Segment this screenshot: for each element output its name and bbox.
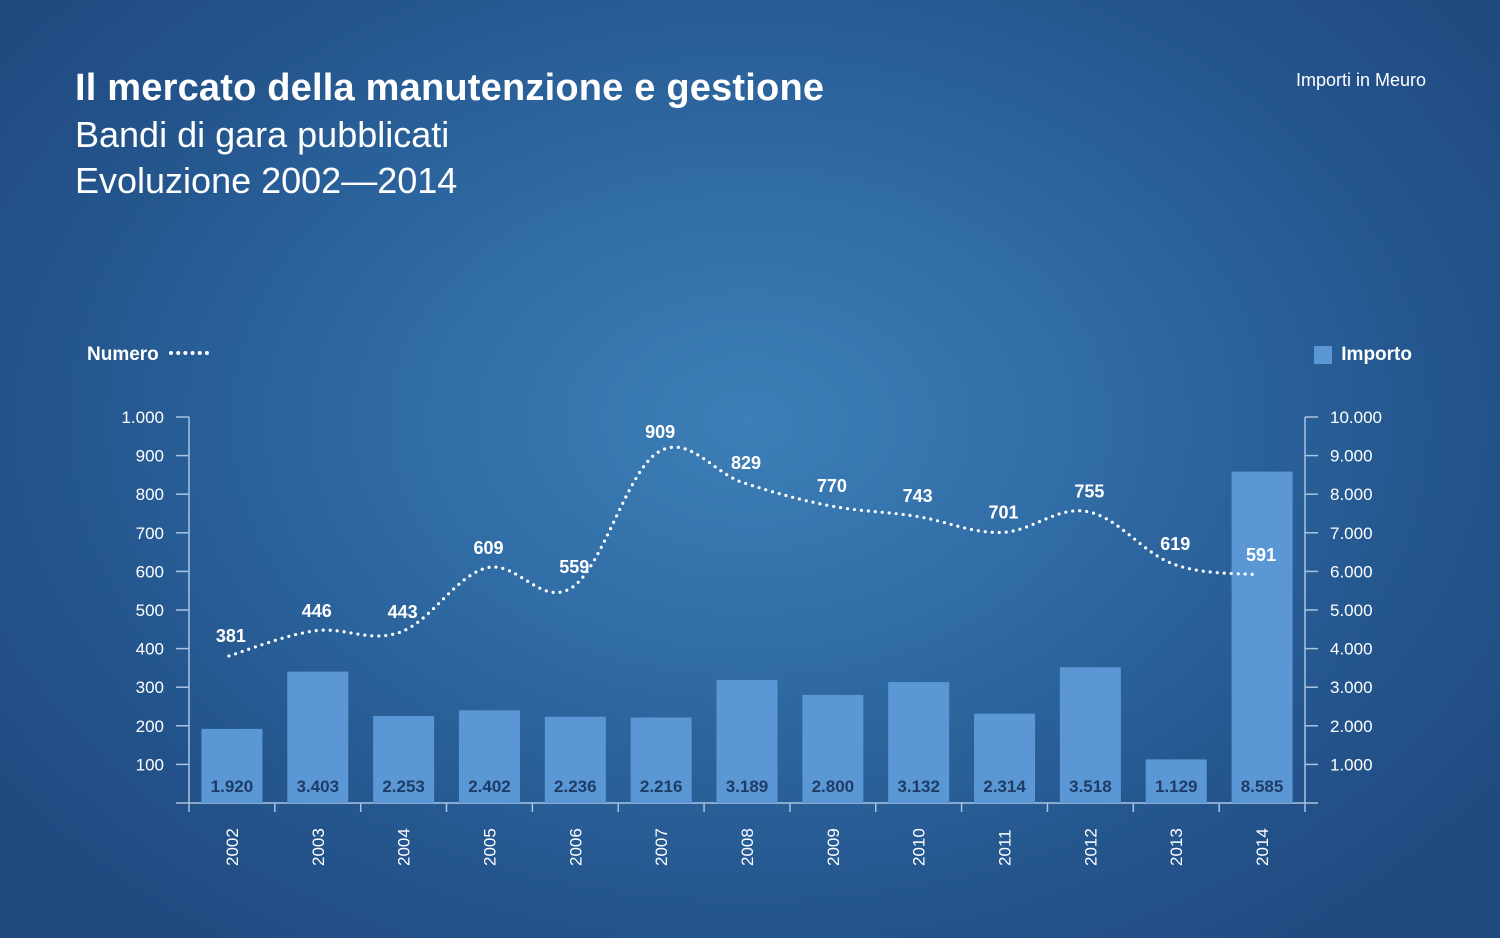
legend-numero: Numero <box>87 344 209 366</box>
y-right-tick-label: 8.000 <box>1330 485 1373 504</box>
line-value-label: 829 <box>731 453 761 473</box>
bar-value-label: 3.132 <box>897 777 940 796</box>
y-left-tick-label: 600 <box>136 562 164 581</box>
bar <box>716 679 778 803</box>
line-value-label: 909 <box>645 422 675 442</box>
bar-value-label: 2.216 <box>640 777 683 796</box>
y-right-tick-label: 10.000 <box>1330 408 1382 427</box>
chart-title: Il mercato della manutenzione e gestione <box>75 67 825 109</box>
line-value-label: 381 <box>216 626 246 646</box>
line-value-label: 701 <box>989 502 1019 522</box>
x-tick-label: 2009 <box>824 828 843 866</box>
line-value-label: 743 <box>903 486 933 506</box>
bar <box>630 717 692 803</box>
bar-swatch-icon <box>1314 346 1333 364</box>
bar <box>888 682 950 803</box>
y-left-tick-label: 900 <box>136 447 164 466</box>
line-value-label: 619 <box>1160 534 1190 554</box>
units-label: Importi in Meuro <box>1295 70 1426 90</box>
bar <box>201 728 263 803</box>
bar-value-label: 2.236 <box>554 777 597 796</box>
legend-numero-label: Numero <box>87 344 159 365</box>
y-left-tick-label: 700 <box>136 524 164 543</box>
y-right-tick-label: 5.000 <box>1330 601 1373 620</box>
y-left-tick-label: 1.000 <box>121 408 164 427</box>
y-right-tick-label: 2.000 <box>1330 717 1373 736</box>
bar <box>802 694 864 803</box>
chart-subtitle-line1: Bandi di gara pubblicati <box>75 114 450 155</box>
line-value-label: 755 <box>1074 482 1104 502</box>
x-tick-label: 2006 <box>566 828 585 866</box>
bar-value-label: 8.585 <box>1241 777 1284 796</box>
y-left-tick-label: 800 <box>136 485 164 504</box>
dotted-line-icon <box>168 351 209 359</box>
numero-line <box>227 445 1261 658</box>
y-left-tick-label: 100 <box>136 755 164 774</box>
y-left-tick-label: 200 <box>136 717 164 736</box>
legend-importo: Importo <box>1314 344 1412 366</box>
bar-value-label: 2.253 <box>382 777 425 796</box>
y-left-tick-label: 500 <box>136 601 164 620</box>
x-tick-label: 2011 <box>996 829 1015 866</box>
bar <box>1231 471 1293 803</box>
bar <box>544 716 606 803</box>
x-tick-label: 2012 <box>1081 828 1100 866</box>
x-tick-label: 2010 <box>910 828 929 866</box>
y-right-tick-label: 4.000 <box>1330 640 1373 659</box>
x-tick-label: 2004 <box>395 828 414 866</box>
bar-value-label: 3.189 <box>726 777 769 796</box>
bar-value-label: 2.800 <box>812 777 855 796</box>
title-block: Il mercato della manutenzione e gestione… <box>75 64 824 204</box>
x-tick-label: 2013 <box>1167 828 1186 866</box>
y-left-tick-label: 400 <box>136 640 164 659</box>
x-tick-label: 2003 <box>309 828 328 866</box>
line-value-label: 770 <box>817 476 847 496</box>
bar-value-label: 2.314 <box>983 777 1026 796</box>
y-right-tick-label: 1.000 <box>1330 755 1373 774</box>
bar-value-label: 3.518 <box>1069 777 1112 796</box>
y-right-tick-label: 9.000 <box>1330 447 1373 466</box>
x-tick-label: 2008 <box>738 828 757 866</box>
bar-value-label: 1.129 <box>1155 777 1198 796</box>
chart-subtitle-line2: Evoluzione 2002—2014 <box>75 160 458 201</box>
bar-value-label: 3.403 <box>296 777 339 796</box>
y-left-tick-label: 300 <box>136 678 164 697</box>
line-value-label: 559 <box>559 557 589 577</box>
legend-importo-label: Importo <box>1341 344 1412 365</box>
bar <box>1059 667 1121 803</box>
y-right-tick-label: 3.000 <box>1330 678 1373 697</box>
x-tick-label: 2002 <box>223 828 242 866</box>
line-value-label: 609 <box>473 538 503 558</box>
bar <box>1145 759 1207 803</box>
line-value-label: 443 <box>388 602 418 622</box>
bar <box>287 671 349 803</box>
bar-value-label: 1.920 <box>211 777 254 796</box>
line-value-label: 446 <box>302 601 332 621</box>
y-right-tick-label: 7.000 <box>1330 524 1373 543</box>
x-tick-label: 2007 <box>652 828 671 866</box>
x-tick-label: 2014 <box>1253 828 1272 866</box>
x-tick-label: 2005 <box>480 828 499 866</box>
y-right-tick-label: 6.000 <box>1330 562 1373 581</box>
line-value-label: 591 <box>1246 545 1276 565</box>
bar-value-label: 2.402 <box>468 777 511 796</box>
bar <box>458 710 520 803</box>
bar <box>974 713 1036 803</box>
bar <box>373 716 435 803</box>
